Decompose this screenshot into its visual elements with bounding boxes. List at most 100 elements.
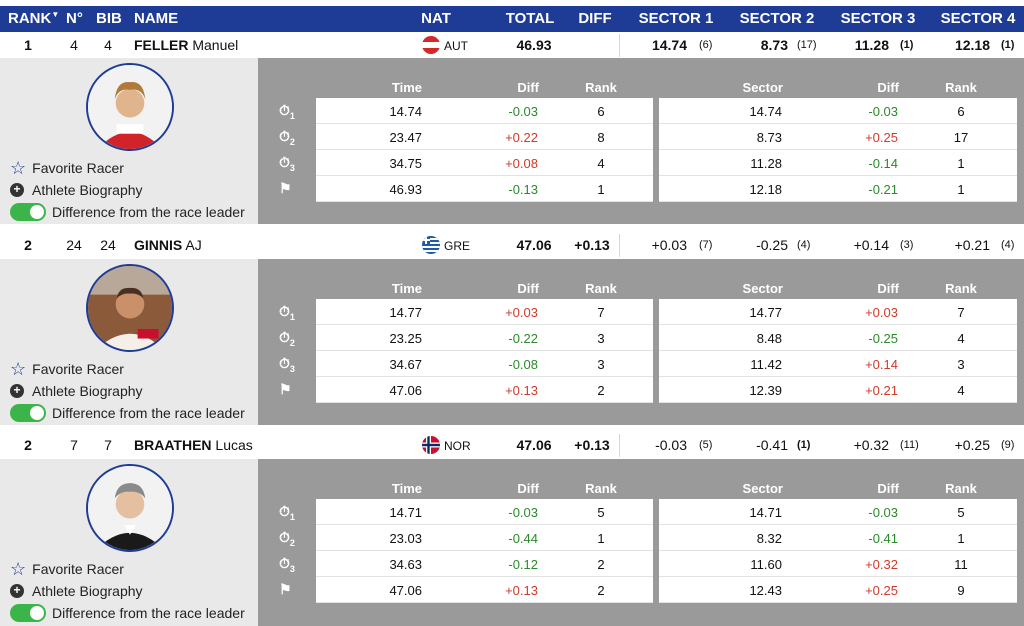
sector-time: 12.18 bbox=[749, 182, 782, 197]
total-time: 47.06 bbox=[516, 437, 552, 453]
racer-name[interactable]: GINNIS AJ bbox=[134, 237, 202, 253]
leader-difference-label: Difference from the race leader bbox=[52, 605, 245, 621]
time-column-header: Time bbox=[391, 80, 422, 95]
split-diff: -0.13 bbox=[508, 182, 538, 197]
start-no-value: 24 bbox=[66, 237, 82, 253]
leader-difference-toggle[interactable]: Difference from the race leader bbox=[10, 203, 245, 221]
split-time: 34.67 bbox=[389, 357, 422, 372]
sector-diff: -0.14 bbox=[868, 156, 898, 171]
sector-diff: +0.25 bbox=[865, 130, 898, 145]
athlete-biography-link[interactable]: + Athlete Biography bbox=[10, 182, 143, 198]
split-diff: -0.03 bbox=[508, 505, 538, 520]
sector-diff: +0.21 bbox=[865, 383, 898, 398]
split-diff: +0.13 bbox=[505, 383, 538, 398]
sector3-rank: (11) bbox=[900, 439, 919, 451]
stopwatch-1-icon: ⏱1 bbox=[279, 303, 295, 322]
split-row: 14.71 -0.03 5 14.71 -0.03 5 bbox=[659, 499, 1017, 525]
split-rank: 1 bbox=[597, 531, 605, 546]
sector-rank: 17 bbox=[953, 130, 969, 145]
column-divider bbox=[619, 34, 620, 57]
favorite-racer-link[interactable]: ☆ Favorite Racer bbox=[10, 559, 124, 579]
split-rank: 8 bbox=[597, 130, 605, 145]
sector2-rank: (1) bbox=[797, 439, 811, 451]
athlete-biography-link[interactable]: + Athlete Biography bbox=[10, 383, 143, 399]
sector3-value: +0.32 bbox=[853, 437, 889, 453]
split-row: 34.63 -0.12 2 11.60 +0.32 11 bbox=[316, 551, 653, 577]
racer-last-name: FELLER bbox=[134, 37, 189, 53]
racer-name[interactable]: BRAATHEN Lucas bbox=[134, 437, 253, 453]
racer-last-name: BRAATHEN bbox=[134, 437, 212, 453]
split-row: 34.67 -0.08 3 11.42 +0.14 3 bbox=[659, 351, 1017, 377]
favorite-racer-label: Favorite Racer bbox=[32, 561, 124, 577]
sector-time: 11.60 bbox=[750, 557, 782, 572]
split-table: 14.77 +0.03 7 14.77 +0.03 7 23.25 -0.22 … bbox=[316, 299, 653, 403]
sector-time: 11.42 bbox=[750, 357, 782, 372]
sector-diff: +0.14 bbox=[865, 357, 898, 372]
toggle-switch[interactable] bbox=[10, 203, 46, 221]
sector4-rank: (1) bbox=[1001, 39, 1015, 51]
sector4-rank: (4) bbox=[1001, 239, 1015, 251]
split-time: 47.06 bbox=[389, 383, 422, 398]
sector1-rank: (6) bbox=[699, 39, 713, 51]
sector-rank: 4 bbox=[957, 383, 965, 398]
stopwatch-3-icon: ⏱3 bbox=[279, 355, 295, 374]
split-table: 14.74 -0.03 6 14.74 -0.03 6 23.47 +0.22 … bbox=[316, 98, 653, 202]
plus-circle-icon: + bbox=[10, 584, 24, 598]
split-rank: 3 bbox=[597, 357, 605, 372]
sector-diff: -0.41 bbox=[868, 531, 898, 546]
racer-summary-row[interactable]: 2 24 24 GINNIS AJ GRE 47.06 +0.13 +0.03 … bbox=[0, 232, 1024, 259]
sector2-value: -0.25 bbox=[756, 237, 788, 253]
split-rank: 2 bbox=[597, 557, 605, 572]
split-row: 47.06 +0.13 2 12.43 +0.25 9 bbox=[316, 577, 653, 603]
split-rank: 2 bbox=[597, 383, 605, 398]
racer-first-name: Manuel bbox=[192, 37, 239, 53]
racer-name[interactable]: FELLER Manuel bbox=[134, 37, 238, 53]
split-time: 23.03 bbox=[389, 531, 422, 546]
sector-rank-column-header: Rank bbox=[945, 281, 977, 296]
toggle-switch[interactable] bbox=[10, 404, 46, 422]
sector-diff: +0.25 bbox=[865, 583, 898, 598]
split-rank: 5 bbox=[597, 505, 605, 520]
leader-difference-toggle[interactable]: Difference from the race leader bbox=[10, 404, 245, 422]
split-diff: +0.22 bbox=[505, 130, 538, 145]
racer-summary-row[interactable]: 1 4 4 FELLER Manuel AUT 46.93 14.74 (6) … bbox=[0, 32, 1024, 59]
plus-circle-icon: + bbox=[10, 384, 24, 398]
split-diff: +0.08 bbox=[505, 156, 538, 171]
racer-detail-panel: ☆ Favorite Racer + Athlete Biography Dif… bbox=[0, 459, 1024, 626]
sector-time: 14.71 bbox=[749, 505, 782, 520]
leader-difference-label: Difference from the race leader bbox=[52, 405, 245, 421]
diff-header: DIFF bbox=[578, 10, 612, 27]
favorite-racer-link[interactable]: ☆ Favorite Racer bbox=[10, 158, 124, 178]
star-outline-icon: ☆ bbox=[10, 559, 27, 579]
plus-circle-icon: + bbox=[10, 183, 24, 197]
split-diff: +0.13 bbox=[505, 583, 538, 598]
column-divider bbox=[619, 434, 620, 457]
sector-rank: 5 bbox=[957, 505, 965, 520]
sector-rank: 3 bbox=[957, 357, 965, 372]
racer-summary-row[interactable]: 2 7 7 BRAATHEN Lucas NOR 47.06 +0.13 -0.… bbox=[0, 432, 1024, 459]
sector-table: 14.74 -0.03 6 14.74 -0.03 6 23.47 +0.22 … bbox=[659, 98, 1017, 202]
athlete-biography-link[interactable]: + Athlete Biography bbox=[10, 583, 143, 599]
sector-diff: -0.21 bbox=[868, 182, 898, 197]
favorite-racer-label: Favorite Racer bbox=[32, 160, 124, 176]
sector3-value: +0.14 bbox=[853, 237, 889, 253]
sector1-value: -0.03 bbox=[655, 437, 687, 453]
split-row: 34.67 -0.08 3 11.42 +0.14 3 bbox=[316, 351, 653, 377]
split-table: 14.71 -0.03 5 14.71 -0.03 5 23.03 -0.44 … bbox=[316, 499, 653, 603]
stopwatch-3-icon: ⏱3 bbox=[279, 555, 295, 574]
split-time: 23.47 bbox=[389, 130, 422, 145]
start-no-value: 4 bbox=[70, 37, 78, 53]
toggle-switch[interactable] bbox=[10, 604, 46, 622]
sector-time: 11.28 bbox=[750, 156, 782, 171]
sector2-value: 8.73 bbox=[760, 37, 788, 53]
sort-caret-icon[interactable]: ▼ bbox=[51, 10, 60, 19]
no-header: N° bbox=[66, 10, 83, 27]
sector-rank: 1 bbox=[957, 531, 965, 546]
favorite-racer-link[interactable]: ☆ Favorite Racer bbox=[10, 360, 124, 378]
leader-difference-toggle[interactable]: Difference from the race leader bbox=[10, 604, 245, 622]
star-outline-icon: ☆ bbox=[10, 158, 27, 178]
athlete-info: ☆ Favorite Racer + Athlete Biography Dif… bbox=[0, 259, 258, 425]
sector-diff: -0.03 bbox=[868, 505, 898, 520]
racer-detail-panel: ☆ Favorite Racer + Athlete Biography Dif… bbox=[0, 259, 1024, 425]
rank-sort-header[interactable]: RANK▼ bbox=[8, 10, 60, 27]
